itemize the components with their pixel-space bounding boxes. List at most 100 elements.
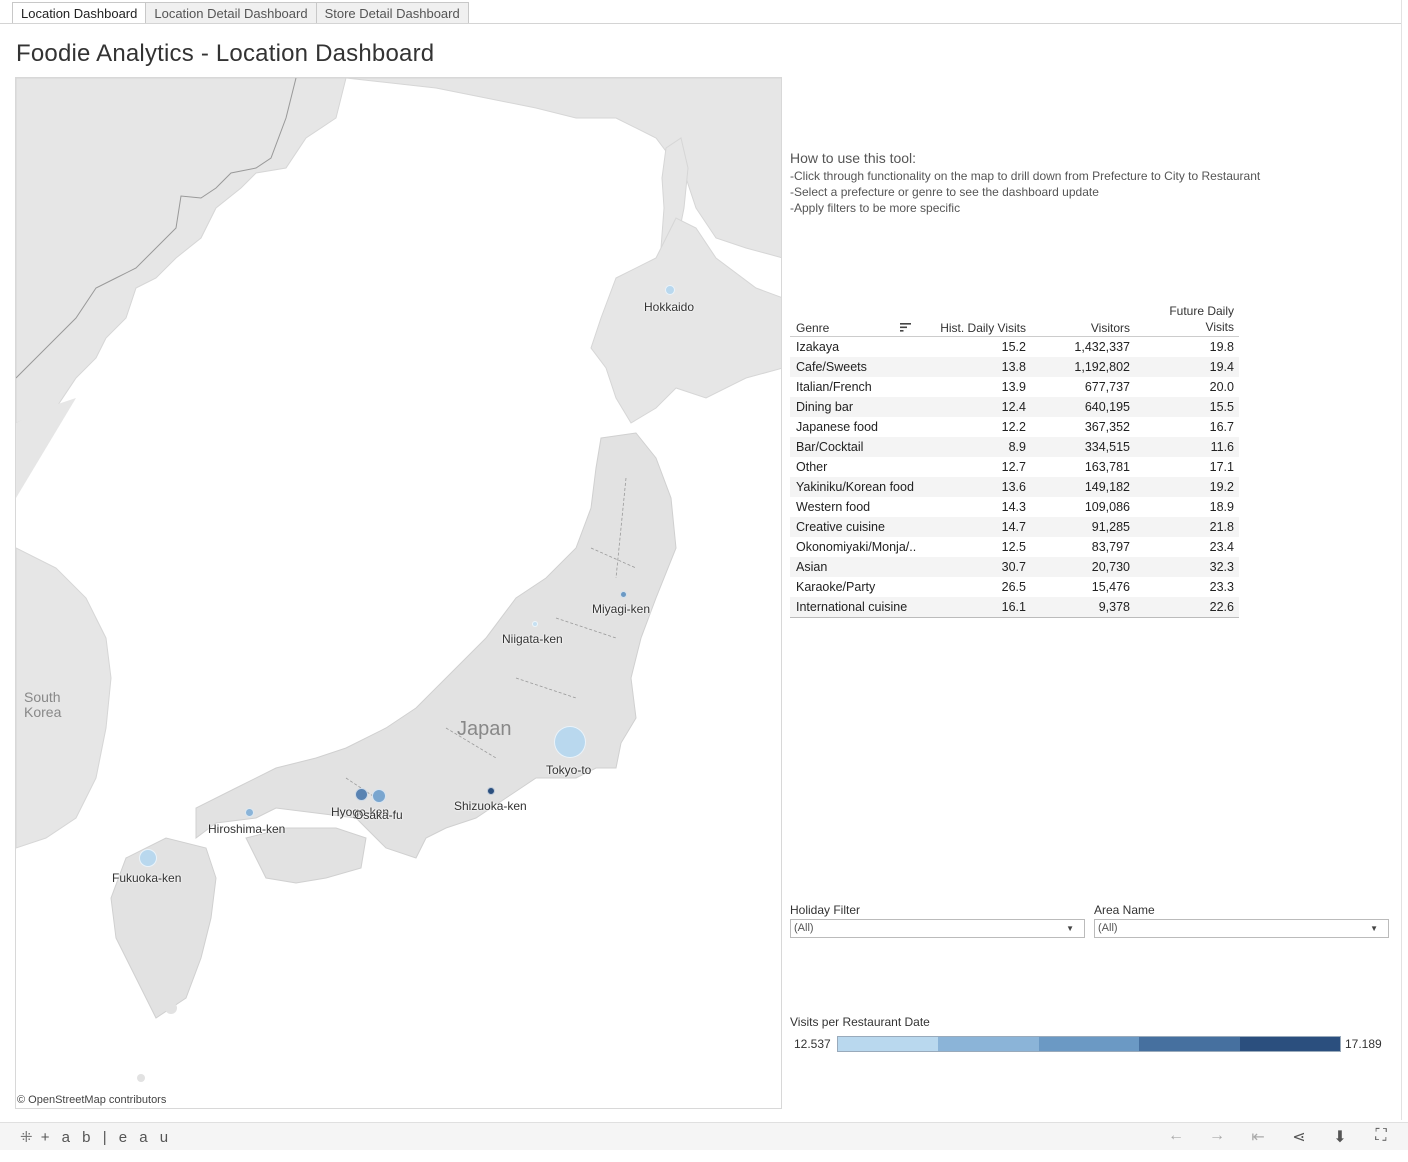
visitors-cell: 20,730 [1091, 560, 1130, 574]
genre-table: Genre Hist. Daily Visits Visitors Future… [790, 303, 1239, 618]
prefecture-label[interactable]: Tokyo-to [546, 763, 592, 777]
genre-cell: Dining bar [796, 400, 853, 414]
prefecture-label[interactable]: Hyogo-ken [331, 805, 390, 819]
table-row[interactable]: Yakiniku/Korean food 13.6 149,182 19.2 [790, 477, 1239, 497]
table-row[interactable]: Izakaya 15.2 1,432,337 19.8 [790, 337, 1239, 357]
genre-cell: Asian [796, 560, 828, 574]
prefecture-marker[interactable] [554, 726, 586, 758]
country-label-japan: Japan [457, 718, 512, 740]
table-row[interactable]: International cuisine 16.1 9,378 22.6 [790, 597, 1239, 617]
future-daily-visits-cell: 20.0 [1209, 380, 1234, 394]
table-row[interactable]: Creative cuisine 14.7 91,285 21.8 [790, 517, 1239, 537]
japan-map[interactable]: Japan South Korea Hokkaido Miyagi-ken Niig… [15, 77, 782, 1109]
genre-cell: Creative cuisine [796, 520, 885, 534]
visitors-cell: 640,195 [1084, 400, 1130, 414]
prefecture-marker[interactable] [244, 807, 254, 817]
header-future-daily-visits[interactable]: Future Daily Visits [1169, 303, 1234, 335]
table-row[interactable]: Okonomiyaki/Monja/.. 12.5 83,797 23.4 [790, 537, 1239, 557]
hist-daily-visits-cell: 13.8 [1001, 360, 1026, 374]
header-future-line2: Visits [1205, 320, 1234, 334]
howto-line: -Apply filters to be more specific [790, 201, 961, 215]
prefecture-marker[interactable] [354, 787, 368, 801]
header-genre[interactable]: Genre [796, 321, 830, 335]
prefecture-marker[interactable] [139, 849, 157, 867]
genre-cell: Western food [796, 500, 871, 514]
prefecture-label[interactable]: Hokkaido [644, 300, 695, 314]
tab-store-detail-dashboard[interactable]: Store Detail Dashboard [315, 2, 469, 24]
hist-daily-visits-cell: 12.5 [1001, 540, 1026, 554]
prefecture-label[interactable]: Hiroshima-ken [208, 822, 286, 836]
chevron-down-icon: ▼ [1370, 924, 1378, 933]
hist-daily-visits-cell: 13.9 [1001, 380, 1026, 394]
genre-cell: Karaoke/Party [796, 580, 876, 594]
table-row[interactable]: Dining bar 12.4 640,195 15.5 [790, 397, 1239, 417]
tab-location-dashboard[interactable]: Location Dashboard [12, 2, 147, 24]
prefecture-marker[interactable] [372, 789, 386, 803]
genre-cell: Yakiniku/Korean food [796, 480, 914, 494]
header-visitors[interactable]: Visitors [1090, 321, 1130, 335]
table-row[interactable]: Asian 30.7 20,730 32.3 [790, 557, 1239, 577]
visitors-cell: 9,378 [1098, 600, 1130, 614]
table-row[interactable]: Western food 14.3 109,086 18.9 [790, 497, 1239, 517]
prefecture-label[interactable]: Shizuoka-ken [454, 799, 527, 813]
tableau-logo[interactable]: ⁜ + a b | e a u [20, 1128, 172, 1146]
table-row[interactable]: Bar/Cocktail 8.9 334,515 11.6 [790, 437, 1239, 457]
prefecture-marker[interactable] [619, 590, 627, 598]
prefecture-label[interactable]: Osaka-fu [354, 808, 403, 822]
howto-line: -Click through functionality on the map … [790, 169, 1261, 183]
tableau-logo-mark-icon: ⁜ [20, 1129, 33, 1146]
prefecture-label[interactable]: Fukuoka-ken [112, 871, 182, 885]
genre-cell: Japanese food [796, 420, 879, 434]
revert-icon[interactable]: ⇤ [1251, 1129, 1265, 1146]
hist-daily-visits-cell: 30.7 [1001, 560, 1026, 574]
visitors-cell: 163,781 [1084, 460, 1130, 474]
howto-heading: How to use this tool: [790, 150, 917, 166]
visitors-cell: 83,797 [1091, 540, 1130, 554]
area-name-filter-dropdown[interactable]: (All) ▼ [1094, 919, 1389, 938]
header-hist-daily-visits[interactable]: Hist. Daily Visits [940, 321, 1026, 335]
visitors-cell: 677,737 [1084, 380, 1130, 394]
table-row[interactable]: Japanese food 12.2 367,352 16.7 [790, 417, 1239, 437]
hist-daily-visits-cell: 12.4 [1001, 400, 1026, 414]
prefecture-marker[interactable] [487, 787, 495, 795]
holiday-filter-value: (All) [794, 922, 814, 934]
visitors-cell: 91,285 [1091, 520, 1130, 534]
visitors-cell: 334,515 [1084, 440, 1130, 454]
hist-daily-visits-cell: 12.2 [1001, 420, 1026, 434]
hist-daily-visits-cell: 13.6 [1001, 480, 1026, 494]
prefecture-label[interactable]: Niigata-ken [502, 632, 563, 646]
tab-location-detail-dashboard[interactable]: Location Detail Dashboard [145, 2, 317, 24]
color-legend: Visits per Restaurant Date 12.537 17.189 [790, 1015, 1390, 1052]
sort-icon[interactable] [900, 322, 912, 332]
redo-icon[interactable]: → [1209, 1127, 1225, 1144]
holiday-filter-dropdown[interactable]: (All) ▼ [790, 919, 1085, 938]
map-canvas [16, 78, 781, 1108]
table-row[interactable]: Karaoke/Party 26.5 15,476 23.3 [790, 577, 1239, 597]
visitors-cell: 15,476 [1091, 580, 1130, 594]
share-icon[interactable]: ⋖ [1292, 1129, 1306, 1146]
table-row[interactable]: Italian/French 13.9 677,737 20.0 [790, 377, 1239, 397]
legend-color-step [1038, 1037, 1140, 1051]
table-row[interactable]: Cafe/Sweets 13.8 1,192,802 19.4 [790, 357, 1239, 377]
future-daily-visits-cell: 32.3 [1209, 560, 1234, 574]
map-attribution[interactable]: © OpenStreetMap contributors [17, 1094, 167, 1106]
area-name-filter-value: (All) [1098, 922, 1118, 934]
undo-icon[interactable]: ← [1168, 1127, 1184, 1144]
visitors-cell: 1,192,802 [1074, 360, 1130, 374]
genre-cell: Bar/Cocktail [796, 440, 864, 454]
hist-daily-visits-cell: 8.9 [1008, 440, 1026, 454]
fullscreen-icon[interactable]: ⛶ [1375, 1127, 1387, 1144]
hist-daily-visits-cell: 14.3 [1001, 500, 1026, 514]
prefecture-marker[interactable] [532, 621, 538, 627]
holiday-filter-label: Holiday Filter [790, 903, 861, 917]
hist-daily-visits-cell: 12.7 [1001, 460, 1026, 474]
download-icon[interactable]: ⬇ [1333, 1129, 1347, 1146]
prefecture-marker[interactable] [665, 285, 675, 295]
future-daily-visits-cell: 21.8 [1209, 520, 1234, 534]
prefecture-label[interactable]: Miyagi-ken [592, 602, 651, 616]
hist-daily-visits-cell: 16.1 [1001, 600, 1026, 614]
genre-cell: Cafe/Sweets [796, 360, 867, 374]
table-row[interactable]: Other 12.7 163,781 17.1 [790, 457, 1239, 477]
chevron-down-icon: ▼ [1066, 924, 1074, 933]
howto-line: -Select a prefecture or genre to see the… [790, 185, 1099, 199]
